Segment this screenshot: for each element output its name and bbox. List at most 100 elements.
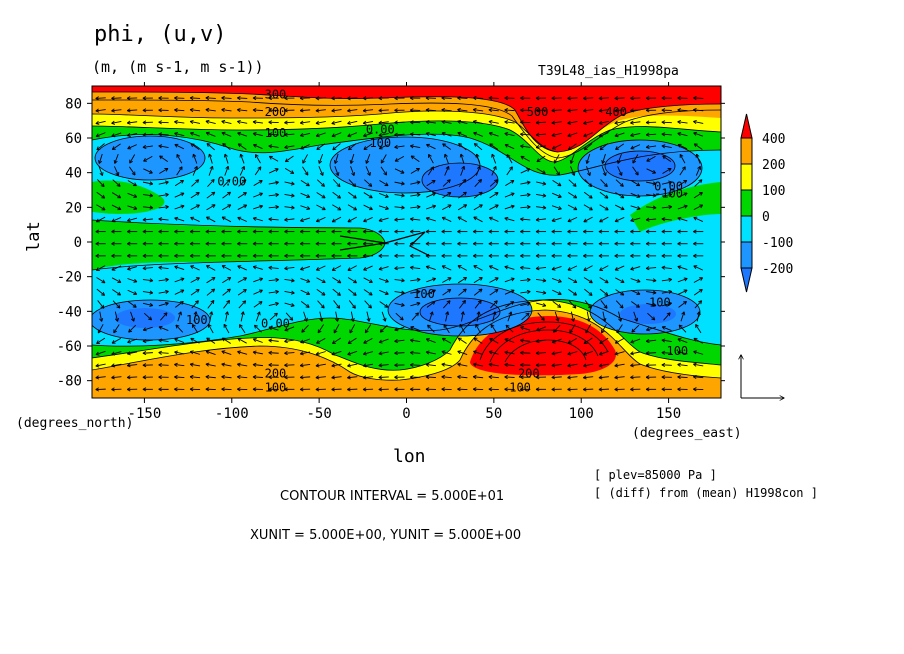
wind-vector [614,229,625,234]
wind-vector [630,192,641,198]
wind-vector [111,241,122,246]
wind-vector [142,241,153,246]
wind-vector [142,205,154,210]
wind-vector [459,323,466,334]
contour-label: 0.00 [654,180,683,194]
wind-vector [190,337,200,344]
wind-vector [95,265,106,271]
wind-vector [535,241,547,246]
wind-vector [488,131,499,137]
wind-vector [646,302,657,307]
wind-vector [316,143,326,151]
wind-vector [410,229,421,234]
wind-vector [205,350,216,356]
wind-vector [113,324,120,334]
wind-vector [127,132,138,138]
wind-vector [598,108,609,113]
wind-vector [253,180,263,187]
wind-vector [363,265,373,271]
wind-vector [425,253,436,258]
wind-vector [630,351,641,356]
wind-vector [378,205,389,210]
wind-vector [365,153,371,164]
wind-vector [158,301,169,307]
chart-title: phi, (u,v) [94,22,227,47]
contour-label: 0.00 [261,316,290,330]
wind-vector [441,337,452,344]
wind-vector [474,300,482,309]
wind-vector [520,375,531,380]
wind-vector [614,387,625,392]
wind-vector [143,168,153,174]
wind-vector [410,217,421,222]
wind-vector [693,350,704,355]
wind-vector [472,107,484,113]
contour-label: 0.00 [366,122,395,136]
wind-vector [174,387,185,392]
wind-vector [363,289,373,296]
wind-vector [442,204,452,211]
wind-vector [222,178,231,188]
wind-vector [661,362,672,368]
wind-vector [645,108,657,113]
wind-vector [315,253,326,258]
y-tick-label: 40 [65,166,82,182]
wind-vector [535,266,547,271]
wind-vector [677,143,688,150]
wind-vector [662,167,672,174]
wind-vector [473,277,483,284]
wind-vector [142,363,153,368]
wind-vector [504,241,515,246]
wind-vector [663,312,671,321]
y-tick-label: 20 [65,200,82,216]
wind-vector [441,241,452,246]
wind-vector [394,193,405,198]
contour-label: 200 [265,367,287,381]
wind-vector [645,375,657,380]
wind-vector [551,375,562,380]
wind-vector [394,205,405,210]
wind-vector [177,311,183,322]
wind-vector [394,241,405,246]
wind-vector [223,153,229,164]
wind-vector [394,120,405,125]
contour-label: 100 [265,126,287,140]
wind-vector [113,153,119,164]
wind-vector [693,95,704,101]
x-tick-label: -50 [306,406,331,422]
y-axis-label-text: lat [24,221,44,252]
wind-vector [693,265,704,271]
wind-vector [315,229,326,234]
wind-vector [159,167,169,174]
wind-vector [504,289,515,295]
wind-vector [190,192,200,199]
colorbar-arrow-bottom [740,267,753,293]
wind-vector [614,204,625,211]
wind-vector [504,192,515,198]
colorbar-segment [740,189,753,217]
wind-vector [410,180,421,185]
wind-vector [362,96,374,101]
wind-vector [410,144,421,149]
wind-vector [316,204,326,211]
wind-vector [441,253,452,258]
wind-vector [567,96,578,101]
wind-vector [583,143,593,151]
wind-vector [426,179,436,187]
wind-vector [599,143,609,151]
wind-vector [253,301,263,308]
wind-vector [457,216,468,223]
wind-vector [410,192,421,197]
fill-equatorial-green [92,220,385,270]
wind-vector [695,153,701,164]
wind-vector [677,277,688,283]
wind-vector [174,179,184,187]
contour-label: 300 [265,88,287,102]
wind-vector [504,216,515,222]
wind-vector [111,351,122,356]
wind-vector [457,241,468,246]
wind-vector [347,277,357,284]
wind-vector [300,277,311,283]
wind-vector [410,265,421,270]
wind-vector [379,289,389,296]
